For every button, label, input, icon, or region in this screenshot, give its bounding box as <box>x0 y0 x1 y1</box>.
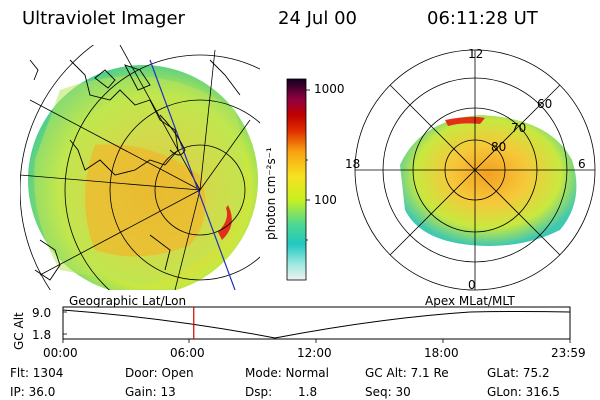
status-dsp-label: Dsp: <box>245 385 273 399</box>
time-tick-2359: 23:59 <box>551 346 586 360</box>
mlt-label-18: 18 <box>345 157 361 171</box>
mlt-label-6: 6 <box>578 157 586 171</box>
geo-coord-label: Geographic Lat/Lon <box>69 294 187 308</box>
status-ip: IP: 36.0 <box>10 385 56 399</box>
colorbar-tick-1000: 1000 <box>314 82 345 96</box>
time-tick-1800: 18:00 <box>424 346 459 360</box>
mlat-label-80: 80 <box>491 140 507 154</box>
time-tick-0000: 00:00 <box>43 346 78 360</box>
status-gc-alt: GC Alt: 7.1 Re <box>365 366 449 380</box>
status-mode: Mode: Normal <box>245 366 329 380</box>
instrument-title: Ultraviolet Imager <box>22 8 185 29</box>
mlt-label-0: 0 <box>468 278 476 292</box>
status-flt: Flt: 1304 <box>10 366 64 380</box>
date-label: 24 Jul 00 <box>278 8 357 29</box>
status-door: Door: Open <box>125 366 194 380</box>
colorbar-tick-100: 100 <box>314 193 337 207</box>
mlat-label-70: 70 <box>511 121 527 135</box>
status-gain: Gain: 13 <box>125 385 176 399</box>
time-tick-1200: 12:00 <box>297 346 332 360</box>
mlt-label-12: 12 <box>468 47 484 61</box>
mlat-label-60: 60 <box>537 97 553 111</box>
status-dsp-value: 1.8 <box>298 385 318 399</box>
status-glon: GLon: 316.5 <box>487 385 560 399</box>
altitude-tick-9: 9.0 <box>32 306 52 320</box>
apex-coord-label: Apex MLat/MLT <box>425 294 515 308</box>
time-tick-0600: 06:00 <box>170 346 205 360</box>
time-label: 06:11:28 UT <box>427 8 538 29</box>
altitude-tick-1-8: 1.8 <box>32 328 52 342</box>
status-seq: Seq: 30 <box>365 385 411 399</box>
status-glat: GLat: 75.2 <box>487 366 550 380</box>
